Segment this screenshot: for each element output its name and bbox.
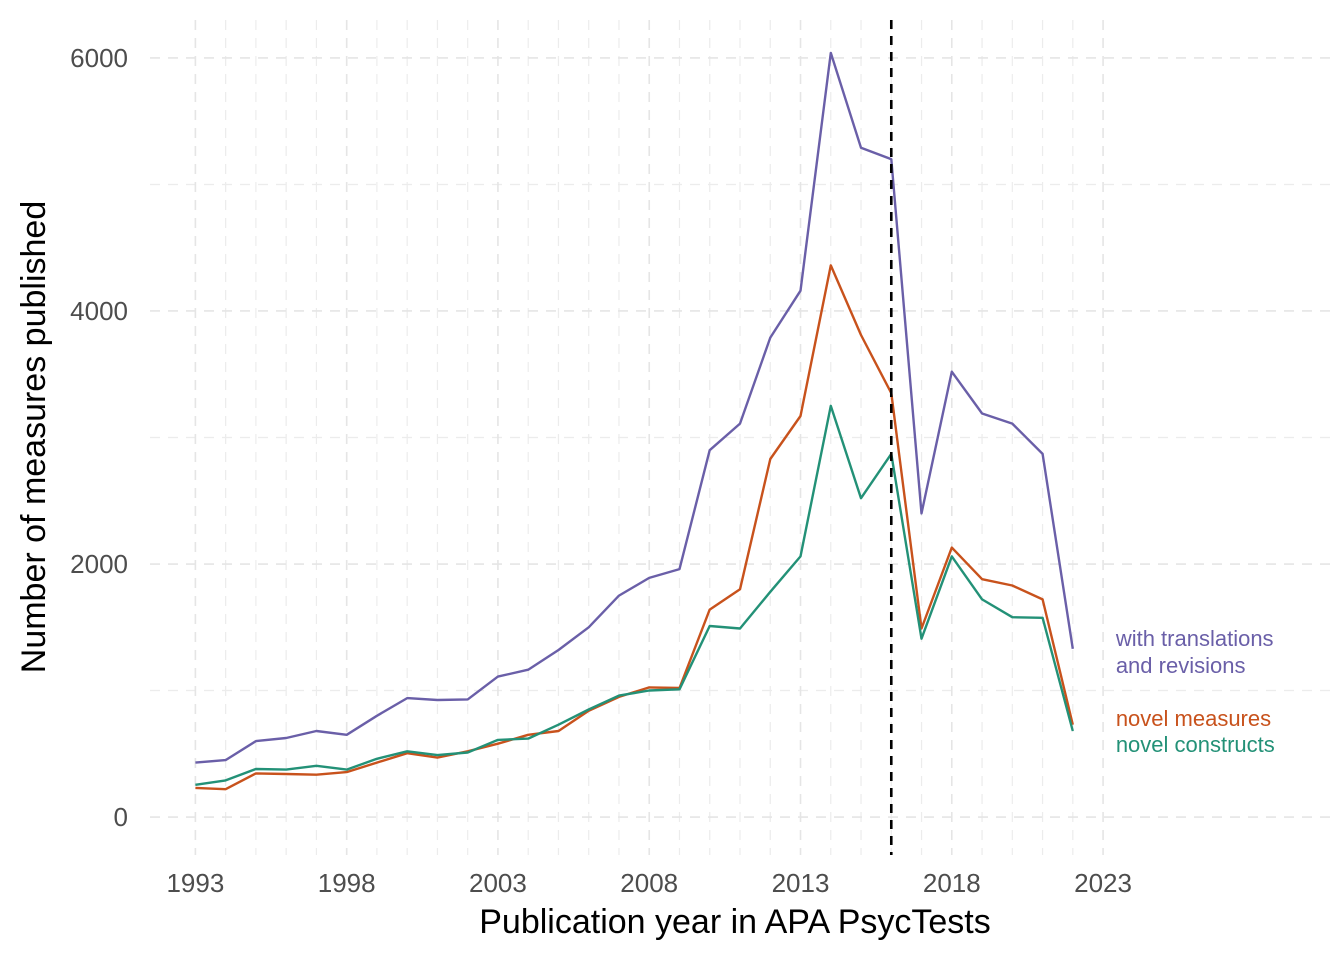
x-tick-label: 2018 xyxy=(923,868,981,898)
y-tick-label: 4000 xyxy=(70,296,128,326)
x-axis-title: Publication year in APA PsycTests xyxy=(479,903,991,941)
x-tick-label: 2023 xyxy=(1074,868,1132,898)
series-line-1 xyxy=(195,264,1074,791)
y-tick-label: 2000 xyxy=(70,549,128,579)
series-line-0 xyxy=(195,51,1074,764)
series-label-1: novel measures xyxy=(1116,706,1271,731)
x-tick-label: 2013 xyxy=(772,868,830,898)
series-label-2: novel constructs xyxy=(1116,732,1275,757)
y-axis-title: Number of measures published xyxy=(15,201,53,673)
x-tick-label: 1993 xyxy=(166,868,224,898)
series-labels: with translations and revisions novel meas… xyxy=(1115,626,1275,757)
y-tick-label: 6000 xyxy=(70,43,128,73)
x-tick-label: 1998 xyxy=(318,868,376,898)
y-tick-label: 0 xyxy=(114,802,128,832)
x-tick-label: 2003 xyxy=(469,868,527,898)
series-label-0: with translations and revisions xyxy=(1115,626,1274,678)
y-axis-ticks: 0 2000 4000 6000 xyxy=(70,43,128,832)
series-lines xyxy=(195,20,1074,855)
x-axis-ticks: 1993 1998 2003 2008 2013 2018 2023 xyxy=(166,868,1132,898)
x-tick-label: 2008 xyxy=(620,868,678,898)
series-line-2 xyxy=(195,404,1074,786)
